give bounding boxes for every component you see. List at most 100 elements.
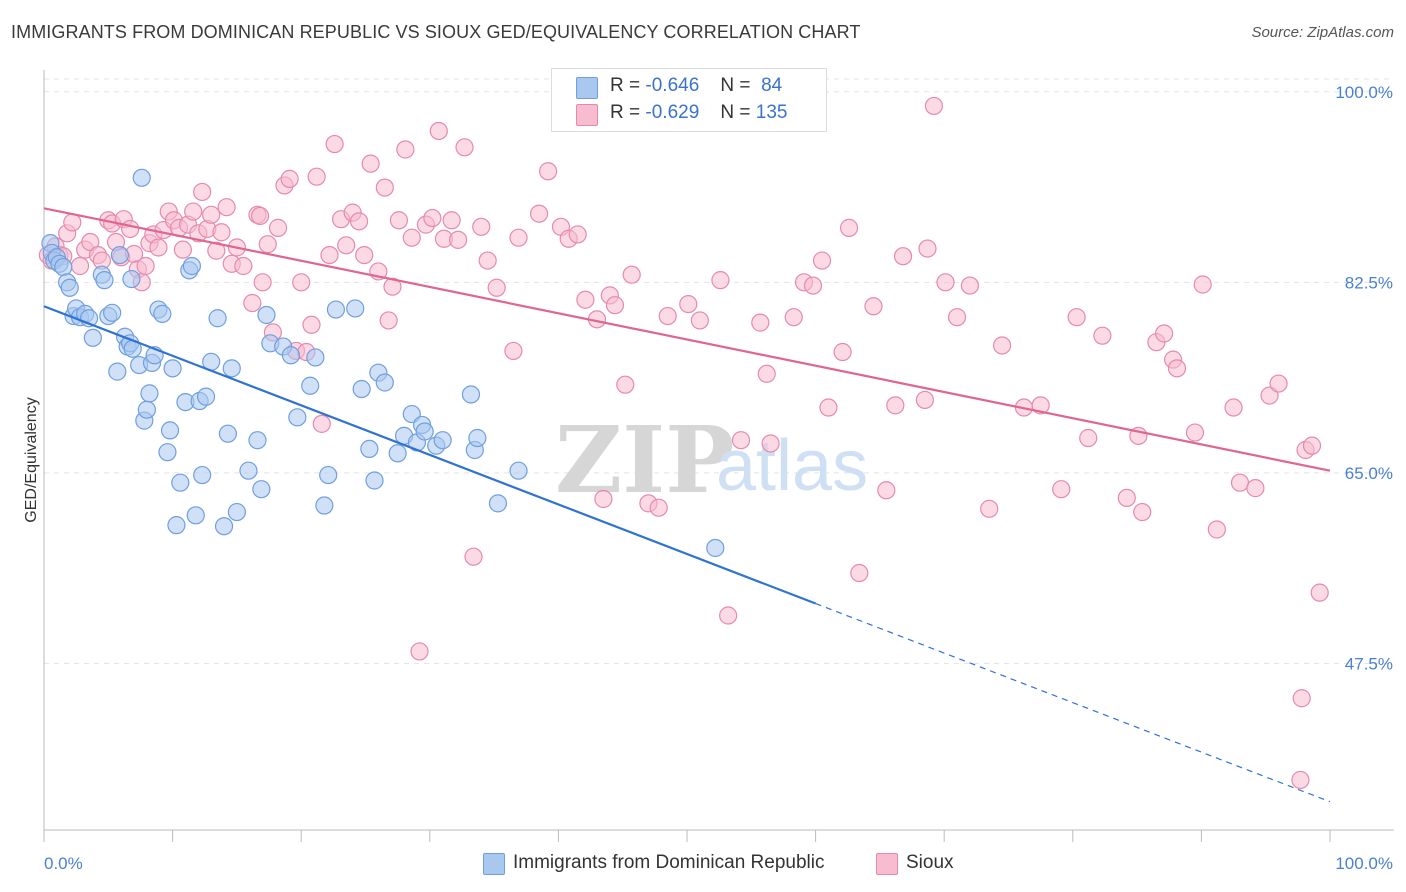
data-points [38, 96, 1329, 790]
data-point [379, 311, 398, 330]
data-point [509, 461, 528, 480]
data-point [167, 516, 186, 535]
data-point [193, 465, 212, 485]
data-point [886, 396, 905, 415]
data-point [539, 162, 558, 181]
data-point [83, 328, 102, 347]
data-point [153, 304, 172, 323]
data-point [1207, 520, 1226, 539]
data-point [140, 384, 159, 403]
data-point [234, 256, 253, 276]
data-point [208, 309, 227, 328]
data-point [186, 506, 205, 525]
data-point [839, 218, 859, 237]
data-point [54, 257, 73, 277]
data-point [355, 246, 374, 265]
data-point [196, 387, 216, 406]
data-point [108, 362, 127, 381]
axes [43, 70, 1394, 842]
data-point [160, 421, 180, 440]
data-point [312, 414, 331, 433]
data-point [95, 271, 114, 290]
y-axis-label: GED/Equivalency [23, 397, 40, 522]
data-point [924, 96, 944, 116]
data-point [257, 305, 276, 325]
legend-r-value: -0.646 [645, 75, 700, 96]
data-point [302, 315, 321, 334]
data-point [227, 502, 246, 522]
data-point [711, 271, 730, 290]
data-point [1031, 396, 1050, 415]
trend-line-sioux [43, 207, 1331, 472]
data-point [121, 219, 140, 239]
data-point [478, 251, 497, 270]
data-point [461, 385, 481, 404]
data-point [60, 278, 79, 297]
data-point [182, 256, 201, 276]
bottom-legend-swatch-sioux [876, 853, 898, 875]
data-point [751, 313, 770, 332]
data-point [1167, 359, 1187, 378]
data-point [193, 182, 212, 202]
data-point [326, 300, 346, 319]
data-point [253, 273, 272, 292]
data-point [63, 213, 82, 232]
data-point [158, 443, 177, 462]
trend-lines [43, 207, 1331, 803]
data-point [1246, 479, 1265, 498]
data-point [137, 400, 156, 419]
legend-r-value: -0.629 [645, 102, 700, 123]
data-point [346, 299, 365, 318]
data-point [214, 517, 234, 536]
data-point [217, 198, 236, 217]
data-point [268, 218, 288, 237]
data-point [248, 431, 267, 450]
legend-r-label: R = [610, 102, 641, 123]
data-point [679, 294, 698, 314]
data-point [202, 205, 221, 224]
y-tick-label: 82.5% [1345, 273, 1393, 292]
legend-swatch-dominican [576, 77, 598, 99]
data-point [464, 547, 483, 566]
data-point [281, 346, 301, 365]
grid-lines [44, 78, 1394, 664]
legend-n-label: N = [720, 102, 751, 123]
data-point [352, 379, 371, 399]
data-point [402, 228, 421, 247]
legend-r-label: R = [610, 75, 641, 96]
data-point [731, 431, 751, 450]
data-point [690, 311, 709, 330]
data-point [893, 247, 913, 266]
data-point [487, 278, 506, 297]
data-point [171, 473, 190, 492]
data-point [301, 376, 320, 395]
data-point [850, 563, 869, 583]
data-point [947, 308, 967, 327]
bottom-legend-label-dominican: Immigrants from Dominican Republic [513, 852, 825, 873]
data-point [1117, 488, 1136, 508]
tick-labels: GED/Equivalency 100.0% 82.5% 65.0% 47.5% 0.0%… [23, 83, 1393, 873]
data-point [207, 241, 226, 260]
data-point [622, 265, 641, 284]
data-point [163, 359, 182, 378]
data-point [280, 169, 299, 188]
data-point [429, 121, 448, 141]
data-point [243, 293, 262, 313]
bottom-legend-swatch-dominican [483, 853, 505, 875]
bottom-legend-label-sioux: Sioux [906, 852, 954, 873]
data-point [960, 276, 980, 295]
data-point [576, 290, 595, 309]
data-point [288, 408, 307, 427]
data-point [396, 140, 415, 159]
data-point [1133, 502, 1152, 522]
data-point [488, 494, 508, 513]
data-point [292, 273, 311, 292]
data-point [361, 154, 380, 173]
data-point [594, 489, 613, 509]
data-point [173, 240, 192, 259]
data-point [70, 256, 90, 276]
data-point [877, 481, 896, 500]
data-point [325, 134, 344, 154]
data-point [819, 398, 838, 417]
data-point [1185, 423, 1205, 442]
